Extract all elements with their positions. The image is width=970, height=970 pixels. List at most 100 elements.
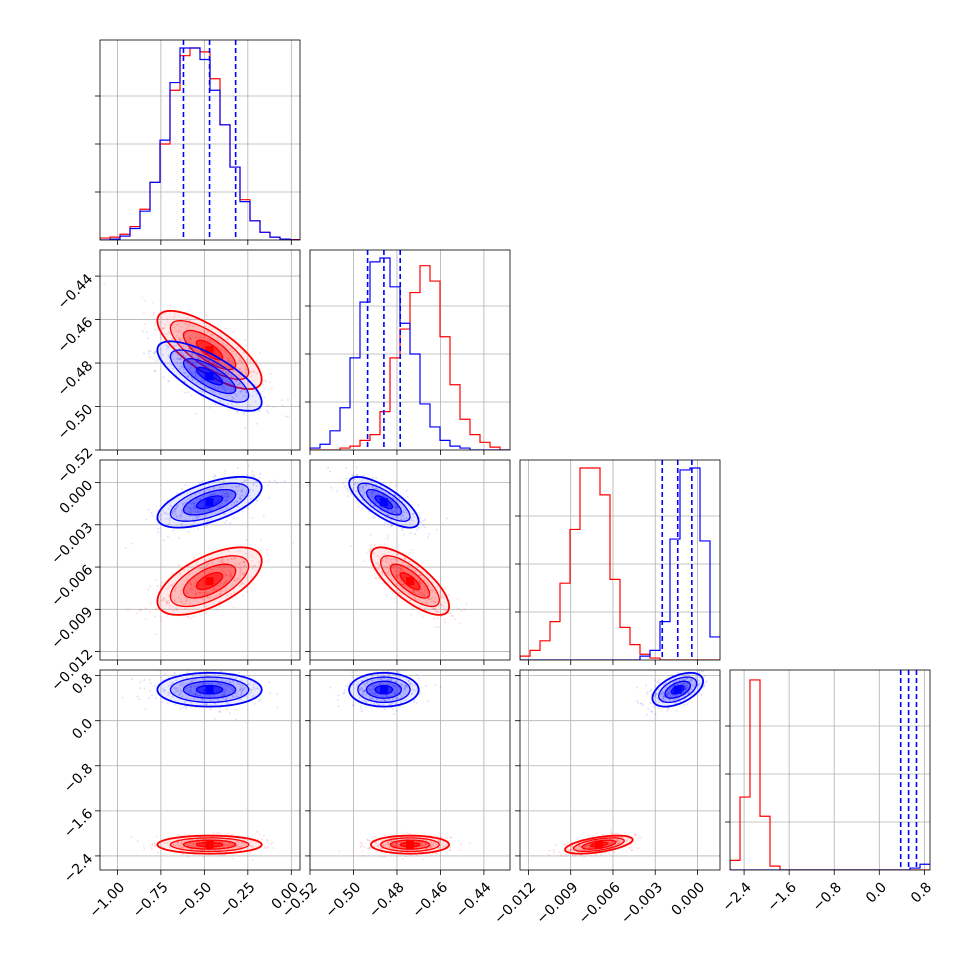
scatter-point (179, 338, 182, 341)
scatter-point (573, 854, 576, 857)
scatter-point (184, 372, 187, 375)
scatter-point (240, 370, 243, 373)
scatter-point (394, 570, 397, 573)
scatter-point (390, 509, 393, 512)
scatter-point (203, 331, 206, 334)
scatter-point (418, 580, 421, 583)
scatter-point (185, 687, 188, 690)
scatter-point (258, 833, 261, 836)
scatter-point (240, 841, 243, 844)
scatter-point (264, 380, 267, 383)
scatter-point (222, 693, 225, 696)
scatter-point (393, 688, 396, 691)
scatter-point (179, 592, 182, 595)
scatter-point (376, 561, 379, 564)
scatter-point (450, 836, 453, 839)
scatter-point (387, 843, 390, 846)
scatter-point (180, 366, 183, 369)
scatter-point (555, 843, 558, 846)
scatter-point (382, 844, 385, 847)
scatter-point (185, 677, 188, 680)
scatter-point (391, 562, 394, 565)
scatter-point (176, 334, 179, 337)
scatter-point (240, 583, 243, 586)
scatter-point (201, 336, 204, 339)
scatter-point (193, 845, 196, 848)
scatter-point (223, 494, 226, 497)
scatter-point (191, 363, 194, 366)
scatter-point (421, 561, 424, 564)
scatter-point (413, 589, 416, 592)
scatter-point (237, 672, 240, 675)
scatter-point (276, 706, 279, 709)
panel-content (100, 40, 300, 240)
scatter-point (183, 380, 186, 383)
scatter-point (171, 681, 174, 684)
scatter-point (427, 584, 430, 587)
scatter-point (173, 687, 176, 690)
scatter-point (397, 516, 400, 519)
scatter-point (236, 691, 239, 694)
scatter-point (227, 366, 230, 369)
scatter-point (377, 678, 380, 681)
scatter-point (211, 341, 214, 344)
scatter-point (228, 348, 231, 351)
scatter-point (207, 358, 210, 361)
scatter-point (337, 705, 340, 708)
scatter-point (229, 573, 232, 576)
scatter-point (178, 694, 181, 697)
scatter-point (383, 699, 386, 702)
scatter-point (194, 336, 197, 339)
scatter-point (403, 687, 406, 690)
scatter-point (205, 605, 208, 608)
scatter-point (211, 362, 214, 365)
scatter-point (195, 511, 198, 514)
scatter-point (366, 839, 369, 842)
scatter-point (431, 606, 434, 609)
scatter-point (192, 845, 195, 848)
scatter-point (156, 531, 159, 534)
scatter-point (404, 685, 407, 688)
scatter-point (252, 489, 255, 492)
scatter-point (222, 342, 225, 345)
scatter-point (180, 600, 183, 603)
scatter-point (221, 846, 224, 849)
scatter-point (187, 368, 190, 371)
scatter-point (611, 832, 614, 835)
scatter-point (390, 566, 393, 569)
scatter-point (217, 554, 220, 557)
scatter-point (395, 576, 398, 579)
scatter-point (358, 488, 361, 491)
scatter-point (255, 484, 258, 487)
scatter-point (235, 395, 238, 398)
scatter-point (393, 597, 396, 600)
scatter-point (615, 839, 618, 842)
scatter-point (228, 492, 231, 495)
scatter-point (136, 695, 139, 698)
scatter-point (173, 598, 176, 601)
scatter-point (411, 566, 414, 569)
scatter-point (151, 843, 154, 846)
scatter-point (238, 497, 241, 500)
scatter-point (182, 366, 185, 369)
scatter-point (394, 503, 397, 506)
scatter-point (422, 519, 425, 522)
scatter-point (400, 569, 403, 572)
scatter-point (225, 701, 228, 704)
scatter-point (252, 564, 255, 567)
scatter-point (215, 585, 218, 588)
scatter-point (229, 522, 232, 525)
scatter-point (130, 836, 133, 839)
scatter-point (372, 693, 375, 696)
scatter-point (199, 509, 202, 512)
scatter-point (189, 681, 192, 684)
scatter-point (248, 404, 251, 407)
scatter-point (223, 571, 226, 574)
scatter-point (371, 689, 374, 692)
scatter-point (698, 671, 701, 674)
scatter-point (255, 392, 258, 395)
scatter-point (177, 844, 180, 847)
scatter-point (192, 510, 195, 513)
scatter-point (389, 683, 392, 686)
scatter-point (270, 842, 273, 845)
